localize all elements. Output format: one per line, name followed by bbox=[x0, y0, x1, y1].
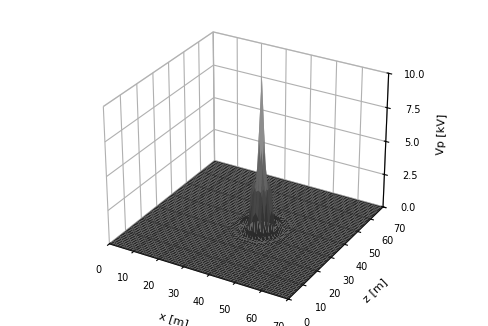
Y-axis label: z [m]: z [m] bbox=[361, 276, 388, 304]
X-axis label: x [m]: x [m] bbox=[158, 310, 189, 326]
